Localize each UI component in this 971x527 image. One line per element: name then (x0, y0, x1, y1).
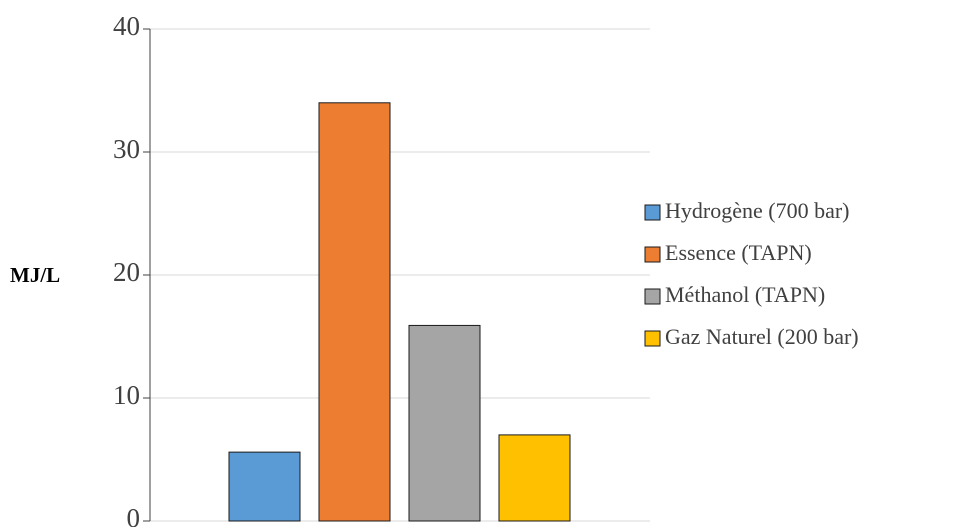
legend-label: Méthanol (TAPN) (665, 282, 825, 307)
y-tick-label: 30 (113, 134, 140, 164)
bar (408, 324, 481, 522)
legend-swatch (644, 330, 661, 347)
legend-label: Essence (TAPN) (665, 240, 812, 265)
legend-swatch (644, 288, 661, 305)
legend-swatch (644, 246, 661, 263)
legend-swatch (644, 204, 661, 221)
y-tick-label: 20 (113, 257, 140, 287)
bar (498, 434, 571, 522)
bar (228, 451, 301, 522)
y-axis-label: MJ/L (10, 263, 60, 287)
y-tick-label: 40 (113, 11, 140, 41)
y-tick-label: 10 (113, 380, 140, 410)
legend-label: Hydrogène (700 bar) (665, 198, 850, 223)
legend-label: Gaz Naturel (200 bar) (665, 324, 859, 349)
y-tick-label: 0 (127, 503, 141, 527)
bar (318, 102, 391, 522)
